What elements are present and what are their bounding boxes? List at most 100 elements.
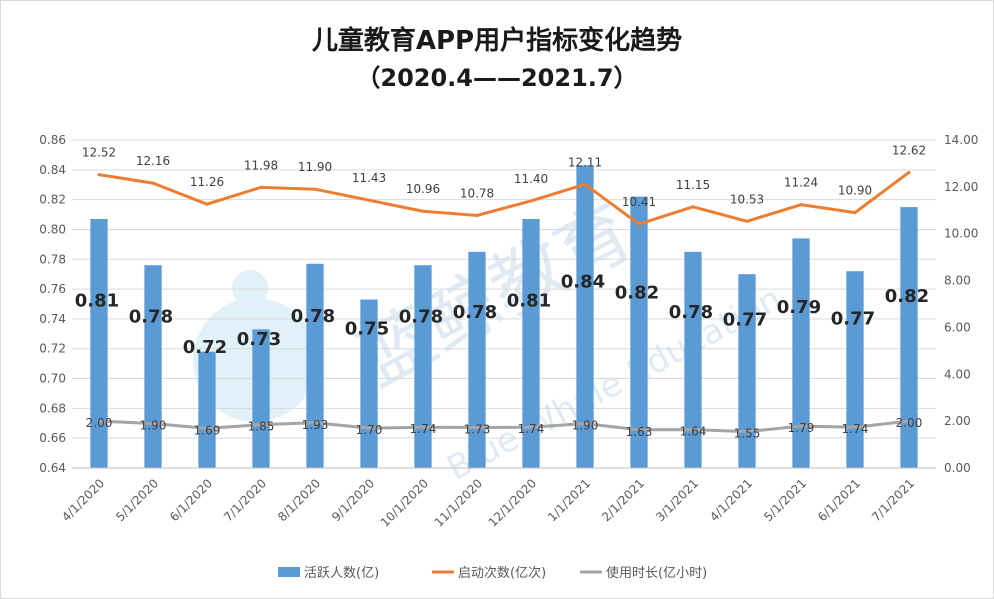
left-tick-label: 0.66 (39, 431, 66, 445)
line-point (421, 425, 425, 429)
line-value-label: 12.62 (892, 143, 926, 157)
bar-value-label: 0.78 (399, 306, 443, 327)
bar (306, 263, 324, 468)
line-value-label: 11.26 (190, 175, 224, 189)
line-point (313, 421, 317, 425)
line-value-label: 2.00 (86, 416, 113, 430)
series-line (98, 171, 910, 226)
chart-title: 儿童教育APP用户指标变化趋势 (311, 26, 683, 56)
line-point (205, 426, 209, 430)
bar (144, 265, 162, 468)
line-series (97, 170, 911, 434)
right-tick-label: 4.00 (944, 367, 971, 381)
line-point (367, 426, 371, 430)
line-point (367, 198, 371, 202)
line-point (907, 170, 911, 174)
line-point (745, 219, 749, 223)
x-tick-label: 3/1/2021 (653, 476, 701, 524)
line-point (313, 187, 317, 191)
line-value-label: 1.85 (248, 420, 275, 434)
legend: 活跃人数(亿) 启动次数(亿次) 使用时长(亿小时) (278, 565, 707, 581)
line-value-label: 11.15 (676, 178, 710, 192)
line-point (583, 421, 587, 425)
line-value-label: 1.93 (302, 418, 329, 432)
line-value-label: 1.74 (518, 422, 545, 436)
bar-value-label: 0.78 (129, 306, 173, 327)
bar-value-label: 0.78 (291, 306, 335, 327)
line-value-label: 10.41 (622, 195, 656, 209)
line-value-label: 10.53 (730, 192, 764, 206)
bar (846, 271, 864, 468)
x-tick-label: 9/1/2020 (329, 476, 377, 524)
bar-series (90, 165, 918, 468)
line-value-label: 10.90 (838, 184, 872, 198)
left-axis: 0.64 0.66 0.68 0.70 0.72 0.74 0.76 0.78 0.80 0.82… (39, 133, 66, 475)
bar-value-label: 0.78 (669, 302, 713, 323)
bar (90, 219, 108, 468)
right-tick-label: 14.00 (944, 133, 978, 147)
line-point (853, 425, 857, 429)
right-axis: 0.00 2.00 4.00 6.00 8.00 10.00 12.00 14.00 (944, 133, 978, 475)
line-point (907, 419, 911, 423)
left-tick-label: 0.64 (39, 461, 66, 475)
bar-value-label: 0.81 (507, 290, 551, 311)
line-value-label: 1.90 (140, 418, 167, 432)
line-value-label: 1.74 (410, 422, 437, 436)
line-value-label: 1.73 (464, 422, 491, 436)
line-point (583, 182, 587, 186)
bar (414, 265, 432, 468)
bar (360, 299, 378, 468)
line-point (259, 423, 263, 427)
bar-value-label: 0.82 (885, 286, 929, 307)
right-tick-label: 0.00 (944, 461, 971, 475)
legend-swatch (278, 567, 300, 577)
line-value-label: 11.90 (298, 160, 332, 174)
left-tick-label: 0.82 (39, 193, 66, 207)
left-tick-label: 0.76 (39, 282, 66, 296)
line-point (97, 173, 101, 177)
line-point (529, 199, 533, 203)
data-labels: 0.81 0.78 0.72 0.73 0.78 0.75 0.78 0.78 0.81 0.84… (75, 143, 929, 440)
line-value-label: 10.96 (406, 182, 440, 196)
left-tick-label: 0.78 (39, 252, 66, 266)
bar (630, 196, 648, 468)
line-value-label: 11.24 (784, 176, 818, 190)
watermark-drop-small (232, 270, 268, 306)
line-point (637, 428, 641, 432)
x-tick-label: 8/1/2020 (275, 476, 323, 524)
line-value-label: 1.90 (572, 418, 599, 432)
line-point (691, 428, 695, 432)
bar-value-label: 0.84 (561, 272, 605, 293)
line-value-label: 1.69 (194, 423, 221, 437)
line-point (637, 222, 641, 226)
left-tick-label: 0.72 (39, 342, 66, 356)
x-tick-label: 5/1/2020 (113, 476, 161, 524)
right-tick-label: 8.00 (944, 274, 971, 288)
x-tick-label: 7/1/2021 (869, 476, 917, 524)
bar (900, 207, 918, 468)
line-point (799, 203, 803, 207)
right-tick-label: 2.00 (944, 414, 971, 428)
bar (252, 329, 270, 468)
line-point (691, 205, 695, 209)
x-tick-label: 1/1/2021 (545, 476, 593, 524)
bar-value-label: 0.78 (453, 302, 497, 323)
left-tick-label: 0.70 (39, 372, 66, 386)
bar-value-label: 0.73 (237, 329, 281, 350)
line-value-label: 1.79 (788, 421, 815, 435)
line-value-label: 11.43 (352, 171, 386, 185)
line-point (97, 419, 101, 423)
line-point (475, 425, 479, 429)
line-point (745, 430, 749, 434)
left-tick-label: 0.86 (39, 133, 66, 147)
line-point (853, 211, 857, 215)
x-tick-label: 12/1/2020 (486, 476, 539, 529)
line-value-label: 1.74 (842, 422, 869, 436)
series-line (98, 419, 910, 434)
left-tick-label: 0.74 (39, 312, 66, 326)
bar (468, 251, 486, 468)
legend-label: 启动次数(亿次) (458, 565, 546, 581)
x-axis: 4/1/2020 5/1/2020 6/1/2020 7/1/2020 8/1/2020… (59, 467, 936, 530)
